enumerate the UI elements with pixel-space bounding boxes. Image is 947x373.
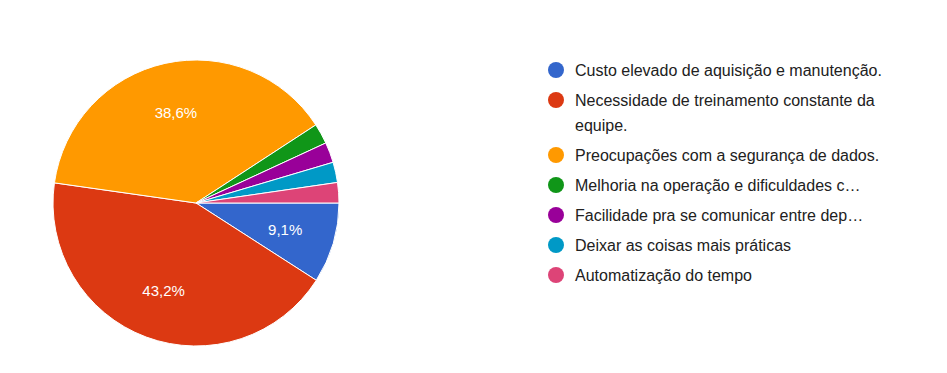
legend-item: Melhoria na operação e dificuldades c…: [548, 177, 861, 194]
data-label: 43,2%: [142, 282, 185, 299]
legend-swatch: [548, 237, 564, 253]
pie: [53, 60, 339, 346]
data-labels: 9,1% 43,2% 38,6%: [142, 104, 302, 299]
legend-swatch: [548, 177, 564, 193]
legend-label: Automatização do tempo: [575, 267, 752, 284]
legend-label: Necessidade de treinamento constante dae…: [575, 92, 875, 134]
legend-item: Custo elevado de aquisição e manutenção.: [548, 62, 882, 79]
legend-swatch: [548, 92, 564, 108]
legend-swatch: [548, 62, 564, 78]
legend-item: Facilidade pra se comunicar entre dep…: [548, 207, 863, 224]
legend-label: Preocupações com a segurança de dados.: [575, 147, 879, 164]
legend-swatch: [548, 267, 564, 283]
data-label: 38,6%: [155, 104, 198, 121]
legend-label: Custo elevado de aquisição e manutenção.: [575, 62, 882, 79]
pie-slice: [196, 182, 339, 203]
legend-item: Preocupações com a segurança de dados.: [548, 147, 879, 164]
legend-swatch: [548, 147, 564, 163]
pie-slice: [53, 183, 316, 346]
legend-label: Melhoria na operação e dificuldades c…: [575, 177, 861, 194]
legend-label: Deixar as coisas mais práticas: [575, 237, 791, 254]
legend: Custo elevado de aquisição e manutenção.…: [548, 62, 882, 284]
legend-item: Necessidade de treinamento constante dae…: [548, 92, 875, 134]
legend-label: Facilidade pra se comunicar entre dep…: [575, 207, 863, 224]
legend-swatch: [548, 207, 564, 223]
chart: 9,1% 43,2% 38,6% Custo elevado de aquisição…: [0, 0, 947, 373]
legend-item: Deixar as coisas mais práticas: [548, 237, 791, 254]
legend-item: Automatização do tempo: [548, 267, 752, 284]
data-label: 9,1%: [268, 221, 302, 238]
